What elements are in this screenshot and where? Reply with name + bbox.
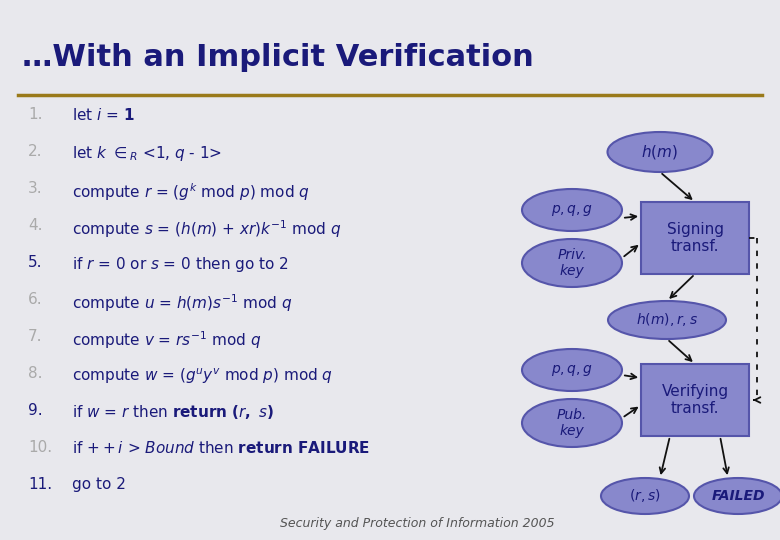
Ellipse shape (601, 478, 689, 514)
Text: 8.: 8. (28, 366, 42, 381)
Text: 11.: 11. (28, 477, 52, 492)
Text: compute $s$ = ($h(m)$ + $xr$)$k^{-1}$ mod $q$: compute $s$ = ($h(m)$ + $xr$)$k^{-1}$ mo… (72, 218, 342, 240)
Text: …With an Implicit Verification: …With an Implicit Verification (22, 44, 534, 72)
Ellipse shape (522, 189, 622, 231)
Text: 2.: 2. (28, 144, 42, 159)
Text: compute $v$ = $rs^{-1}$ mod $q$: compute $v$ = $rs^{-1}$ mod $q$ (72, 329, 261, 350)
FancyBboxPatch shape (641, 202, 749, 274)
Ellipse shape (608, 132, 712, 172)
Text: go to 2: go to 2 (72, 477, 126, 492)
Ellipse shape (608, 301, 726, 339)
Ellipse shape (522, 349, 622, 391)
Text: $p, q, g$: $p, q, g$ (551, 362, 593, 377)
Text: Pub.
key: Pub. key (557, 408, 587, 438)
Text: if $++i$ > $\mathit{Bound}$ then $\mathbf{return\ FAILURE}$: if $++i$ > $\mathit{Bound}$ then $\mathb… (72, 440, 370, 456)
Text: 1.: 1. (28, 107, 42, 122)
Text: if $r$ = 0 or $s$ = 0 then go to 2: if $r$ = 0 or $s$ = 0 then go to 2 (72, 255, 289, 274)
Text: Security and Protection of Information 2005: Security and Protection of Information 2… (280, 517, 555, 530)
Text: 3.: 3. (28, 181, 43, 196)
Ellipse shape (522, 399, 622, 447)
Text: compute $u$ = $h(m)s^{-1}$ mod $q$: compute $u$ = $h(m)s^{-1}$ mod $q$ (72, 292, 292, 314)
Text: Priv.
key: Priv. key (557, 248, 587, 278)
Text: let $i$ = $\mathbf{1}$: let $i$ = $\mathbf{1}$ (72, 107, 135, 123)
Text: 7.: 7. (28, 329, 42, 344)
Text: $p, q, g$: $p, q, g$ (551, 202, 593, 218)
Text: compute $w$ = ($g^u$$y^v$ mod $p$) mod $q$: compute $w$ = ($g^u$$y^v$ mod $p$) mod $… (72, 366, 333, 386)
Text: $h(m)$: $h(m)$ (641, 143, 679, 161)
Text: $h(m),r,s$: $h(m),r,s$ (636, 312, 698, 328)
Text: Signing
transf.: Signing transf. (666, 222, 724, 254)
Text: if $w$ = $r$ then $\mathbf{return\ (}$$r$$\mathbf{,\ }$$s$$\mathbf{)}$: if $w$ = $r$ then $\mathbf{return\ (}$$r… (72, 403, 274, 421)
Ellipse shape (694, 478, 780, 514)
Text: FAILED: FAILED (711, 489, 764, 503)
Text: 10.: 10. (28, 440, 52, 455)
Text: $(r, s)$: $(r, s)$ (629, 488, 661, 504)
FancyBboxPatch shape (641, 364, 749, 436)
Text: let $k$ $\in_R$ <1, $q$ - 1>: let $k$ $\in_R$ <1, $q$ - 1> (72, 144, 222, 163)
Text: 4.: 4. (28, 218, 42, 233)
Ellipse shape (522, 239, 622, 287)
Text: 5.: 5. (28, 255, 42, 270)
Text: 9.: 9. (28, 403, 43, 418)
Text: compute $r$ = ($g^k$ mod $p$) mod $q$: compute $r$ = ($g^k$ mod $p$) mod $q$ (72, 181, 310, 202)
Text: 6.: 6. (28, 292, 43, 307)
Text: Verifying
transf.: Verifying transf. (661, 384, 729, 416)
